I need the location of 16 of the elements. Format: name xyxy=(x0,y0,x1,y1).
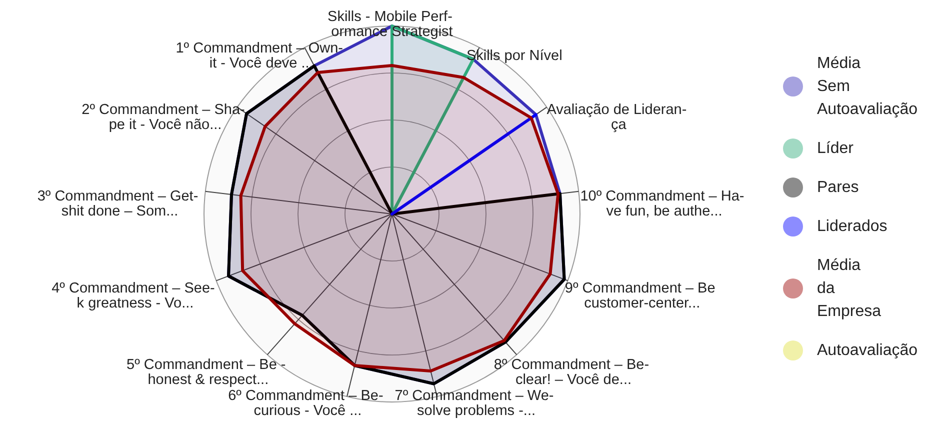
legend-label: Média Sem Autoavaliação xyxy=(817,55,918,118)
spoke-label: Avaliação de Lideran- ça xyxy=(546,102,691,133)
spoke-label: 2º Commandment – Sha- pe it - Você não... xyxy=(82,102,249,133)
spoke-label: 7º Commandment – We- solve problems -... xyxy=(394,388,558,419)
spoke-label: 9º Commandment – Be customer-center... xyxy=(564,280,720,312)
legend-label: Média da Empresa xyxy=(817,257,882,320)
spoke-label: 6º Commandment – Be- curious - Você ... xyxy=(228,388,388,419)
legend-label: Liderados xyxy=(817,218,888,235)
legend-label: Autoavaliação xyxy=(817,342,918,359)
spoke-label: 8º Commandment – Be- clear! – Você de... xyxy=(494,356,654,388)
spoke-label: 3º Commandment – Get- shit done – Som... xyxy=(37,188,202,220)
spoke-label: 5º Commandment – Be - honest & respect... xyxy=(126,356,290,388)
spoke-label: 4º Commandment – See- k greatness - Vo... xyxy=(52,280,219,312)
legend-label: Pares xyxy=(817,179,859,196)
legend-label: Líder xyxy=(817,140,854,157)
spoke-label: 10º Commandment – Ha- ve fun, be authe... xyxy=(580,188,748,220)
